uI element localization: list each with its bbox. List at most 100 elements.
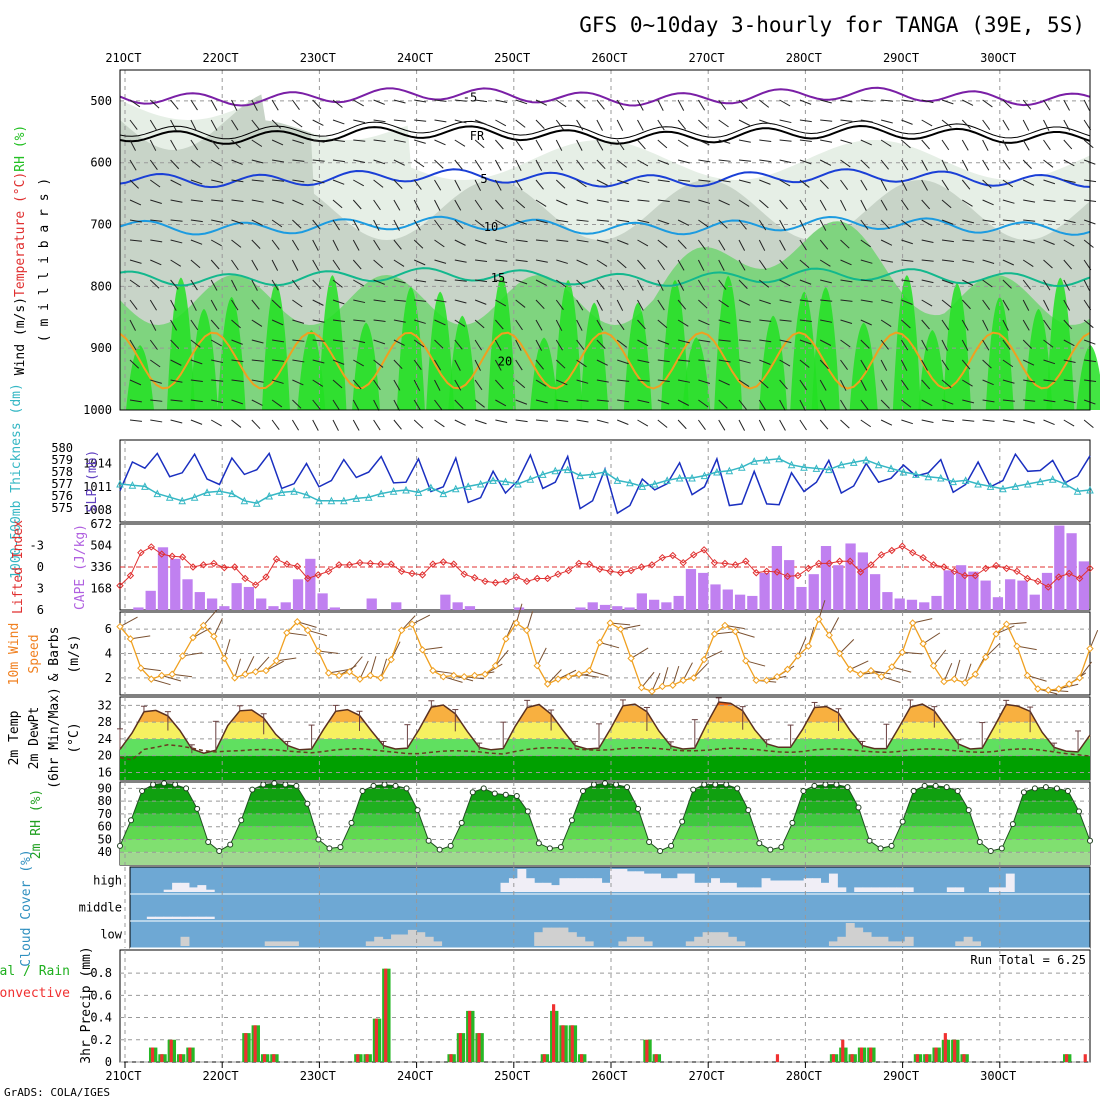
wind-barb <box>678 199 690 203</box>
wind-barb <box>555 359 566 369</box>
li-point <box>168 552 176 560</box>
li-point <box>564 566 573 575</box>
wind-barb <box>1043 119 1050 131</box>
cloud-low-bar <box>416 932 426 946</box>
wind-barb <box>799 279 812 285</box>
wind-barb <box>373 299 386 303</box>
wind-barb <box>474 339 482 351</box>
wind-barb <box>799 379 808 391</box>
cloud-high-bar <box>677 873 687 892</box>
wind-speed-point <box>669 681 677 689</box>
wind-barb <box>880 239 893 246</box>
wind-barb <box>799 359 810 368</box>
wind-barb <box>271 239 280 250</box>
li-point <box>648 561 656 569</box>
wind-barb <box>779 99 791 107</box>
rh-point <box>921 782 928 789</box>
wind-speed-point <box>689 674 698 682</box>
cloud-low-bar <box>635 936 645 946</box>
wind-barb <box>637 199 650 202</box>
wind-barb <box>758 199 769 209</box>
cloud-middle-bar <box>180 916 190 919</box>
wind-barb <box>535 319 543 331</box>
wind-barb <box>637 279 644 291</box>
cloud-low-bar <box>584 941 594 946</box>
rh-point <box>425 837 432 844</box>
cape-bar <box>464 606 476 610</box>
rh-point <box>1087 837 1093 844</box>
date-tick-top: 27OCT <box>689 51 725 65</box>
wind-barb <box>779 279 791 287</box>
li-point <box>137 548 145 557</box>
rh-point <box>954 787 961 794</box>
cloud-layer-label: high <box>93 874 122 888</box>
wind-barb <box>454 259 467 263</box>
wind-barb <box>150 219 163 222</box>
thickness-point <box>626 478 634 487</box>
wind-barb <box>149 119 157 131</box>
wind-barb <box>657 299 665 311</box>
cape-bar <box>771 546 783 610</box>
cloud-middle-bar <box>188 916 198 919</box>
cloud-high-bar <box>180 882 190 892</box>
wind-barb <box>697 259 705 271</box>
cape-bar <box>612 606 623 610</box>
wind-speed-point <box>356 675 364 683</box>
li-point <box>627 566 635 575</box>
wind-speed-point <box>470 671 479 680</box>
li-point <box>773 568 781 576</box>
cloud-high-bar <box>197 885 207 892</box>
rh-tick: 50 <box>98 832 112 846</box>
wind-barb <box>718 399 728 409</box>
wind-barb <box>819 399 827 411</box>
wind-barb <box>657 119 665 131</box>
wind-barb <box>292 399 302 409</box>
wind-barb <box>454 379 462 391</box>
wind-barb <box>799 199 808 211</box>
surface-wind-barb <box>1027 674 1047 682</box>
wind-barb <box>962 399 975 404</box>
wind-barb <box>150 379 162 384</box>
wind-barb <box>697 99 706 111</box>
surface-wind-barb <box>536 647 547 666</box>
wind-barb <box>251 139 263 147</box>
thickness-point <box>862 455 870 464</box>
convective-bar <box>356 1054 360 1062</box>
wind-barb <box>555 139 563 151</box>
rh-point <box>172 781 179 788</box>
rh-point <box>624 784 631 791</box>
wind-barb <box>941 119 952 128</box>
wind-barb <box>190 119 197 131</box>
convective-bar <box>775 1054 780 1062</box>
rh-point <box>1009 821 1016 828</box>
li-point <box>898 542 906 550</box>
rh-point <box>1075 808 1082 815</box>
li-point <box>950 567 959 576</box>
wind-barb <box>819 239 829 250</box>
cloud-high-bar <box>761 878 771 892</box>
rh-point <box>910 787 917 794</box>
li-point <box>324 567 333 576</box>
wind-barb <box>170 259 182 267</box>
cloud-high-bar <box>803 878 813 892</box>
wind-barb <box>272 339 285 343</box>
wind-speed-point <box>919 640 927 648</box>
li-point <box>794 571 802 580</box>
li-point <box>189 563 197 571</box>
thickness-tick: 578 <box>51 465 73 479</box>
precip-tick: 0.8 <box>90 966 112 980</box>
wind-barb <box>211 379 224 382</box>
wind-barb <box>413 239 424 249</box>
wind-barb <box>170 239 183 244</box>
wind-barb <box>921 139 930 150</box>
wind-barb <box>170 359 182 366</box>
wind-barb <box>677 259 685 271</box>
li-point <box>377 560 385 568</box>
cloud-high-bar <box>837 887 847 892</box>
wind-barb <box>860 179 868 191</box>
date-tick-bottom: 30OCT <box>980 1069 1016 1083</box>
cape-bar <box>734 594 746 610</box>
temp-ylabel-part: 2m Temp <box>7 710 22 765</box>
wind-barb <box>231 319 241 329</box>
wind-barb <box>272 159 285 163</box>
